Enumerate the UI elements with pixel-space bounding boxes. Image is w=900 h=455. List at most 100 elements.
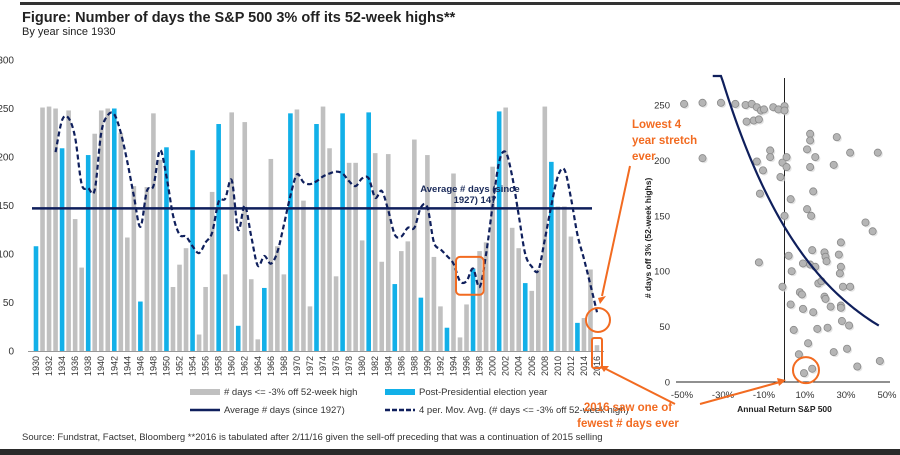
scatter-point <box>873 148 882 157</box>
x-tick-label: 2012 <box>566 356 576 376</box>
x-tick-label: 1930 <box>31 356 41 376</box>
bar-1978 <box>346 162 352 351</box>
scatter-point <box>838 282 847 291</box>
bar-1974 <box>320 106 326 351</box>
scatter-point <box>806 136 815 145</box>
scatter-point <box>758 166 767 175</box>
legend-swatch-blue-bar <box>385 389 415 395</box>
scatter-point <box>784 251 793 260</box>
y-tick-label: 50 <box>3 298 15 309</box>
scatter-point <box>766 153 775 162</box>
x-tick-label: 1946 <box>135 356 145 376</box>
scatter-point <box>742 117 751 126</box>
bar-1976 <box>333 276 339 351</box>
bar-1955 <box>196 334 202 351</box>
scatter-point <box>794 350 803 359</box>
highlight-box-2016-bar <box>591 337 603 369</box>
bar-post-election-1961 <box>235 325 241 351</box>
bar-post-election-1997 <box>470 268 476 351</box>
scatter-point <box>803 205 812 214</box>
bar-1932 <box>46 106 52 351</box>
bar-1996 <box>464 304 469 351</box>
callout-fewest-arrowhead-right <box>777 378 786 386</box>
bar-post-election-1977 <box>340 113 345 351</box>
scatter-point <box>853 362 862 371</box>
bar-1999 <box>483 242 489 351</box>
scatter-point <box>875 356 884 365</box>
bar-1941 <box>105 108 111 351</box>
scatter-point <box>787 267 796 276</box>
bar-post-election-2009 <box>549 161 554 351</box>
scatter-point <box>821 294 830 303</box>
callout-lowest-line1: Lowest 4 <box>632 119 682 131</box>
bar-post-election-1989 <box>418 297 424 351</box>
x-tick-label: 1998 <box>475 356 485 376</box>
x-tick-label: 2006 <box>527 356 537 376</box>
x-tick-label: 1956 <box>201 356 211 376</box>
legend-label-average: Average # days (since 1927) <box>224 405 345 416</box>
scatter-point <box>754 258 763 267</box>
scatter-point <box>798 304 807 313</box>
bar-1995 <box>457 337 463 351</box>
bottom-rule <box>0 449 900 455</box>
x-tick-label: 1952 <box>175 356 185 376</box>
x-tick-label: 1980 <box>357 356 367 376</box>
callout-fewest-arrow-left <box>601 366 676 405</box>
scatter-x-tick-label: -50% <box>671 390 694 401</box>
x-tick-label: 2008 <box>540 356 550 376</box>
x-tick-label: 1974 <box>318 356 328 376</box>
average-label-line2: 1927) 147 <box>454 195 497 206</box>
x-tick-label: 1992 <box>435 356 445 376</box>
x-tick-label: 1978 <box>344 356 354 376</box>
scatter-x-tick-label: -30% <box>712 390 735 401</box>
bar-post-election-1969 <box>288 113 293 351</box>
x-tick-label: 2000 <box>488 356 498 376</box>
bar-2014 <box>581 318 587 351</box>
scatter-y-tick-label: 0 <box>665 378 670 389</box>
x-tick-label: 1988 <box>409 356 419 376</box>
scatter-point <box>716 98 725 107</box>
bar-1936 <box>72 219 78 351</box>
scatter-point <box>806 129 815 138</box>
x-tick-label: 2010 <box>553 356 563 376</box>
x-tick-label: 1966 <box>266 356 276 376</box>
scatter-point <box>752 157 761 166</box>
scatter-point <box>786 300 795 309</box>
x-tick-label: 1934 <box>57 356 67 376</box>
scatter-trendline <box>712 74 880 327</box>
bar-post-election-1981 <box>366 112 371 351</box>
callout-fewest-line1: 2016 saw one of <box>584 402 672 414</box>
callout-lowest-arrow <box>601 165 631 297</box>
scatter-y-axis-title: # days off 3% (52-week highs) <box>643 178 653 299</box>
scatter-point <box>698 98 707 107</box>
bar-post-election-1954 <box>190 150 195 351</box>
x-tick-label: 1982 <box>370 356 380 376</box>
x-tick-label: 1940 <box>96 356 106 376</box>
scatter-y-tick-label: 100 <box>654 267 670 278</box>
callouts: Lowest 4 year stretch ever 2016 saw one … <box>577 119 786 430</box>
bar-2016 <box>594 345 600 351</box>
scatter-point <box>789 325 798 334</box>
bar-1972 <box>307 306 313 351</box>
x-tick-label: 1994 <box>448 356 458 376</box>
y-tick-label: 0 <box>8 347 14 358</box>
bar-post-election-1950 <box>164 147 169 351</box>
x-tick-label: 1936 <box>70 356 80 376</box>
scatter-x-axis-title: Annual Return S&P 500 <box>737 404 832 414</box>
scatter-point <box>832 133 841 142</box>
x-tick-label: 1932 <box>44 356 54 376</box>
scatter-point <box>782 153 791 162</box>
x-tick-label: 1976 <box>331 356 341 376</box>
bar-1952 <box>177 264 182 351</box>
callout-lowest-arrowhead <box>598 296 606 304</box>
scatter-point <box>843 344 852 353</box>
scatter-point <box>836 303 845 312</box>
bar-1940 <box>98 110 104 351</box>
bar-1964 <box>255 339 261 351</box>
scatter-point <box>808 364 817 373</box>
x-tick-label: 1942 <box>109 356 119 376</box>
scatter-point <box>780 211 789 220</box>
scatter-point <box>868 227 877 236</box>
figure-title: Figure: Number of days the S&P 500 3% of… <box>22 10 456 26</box>
